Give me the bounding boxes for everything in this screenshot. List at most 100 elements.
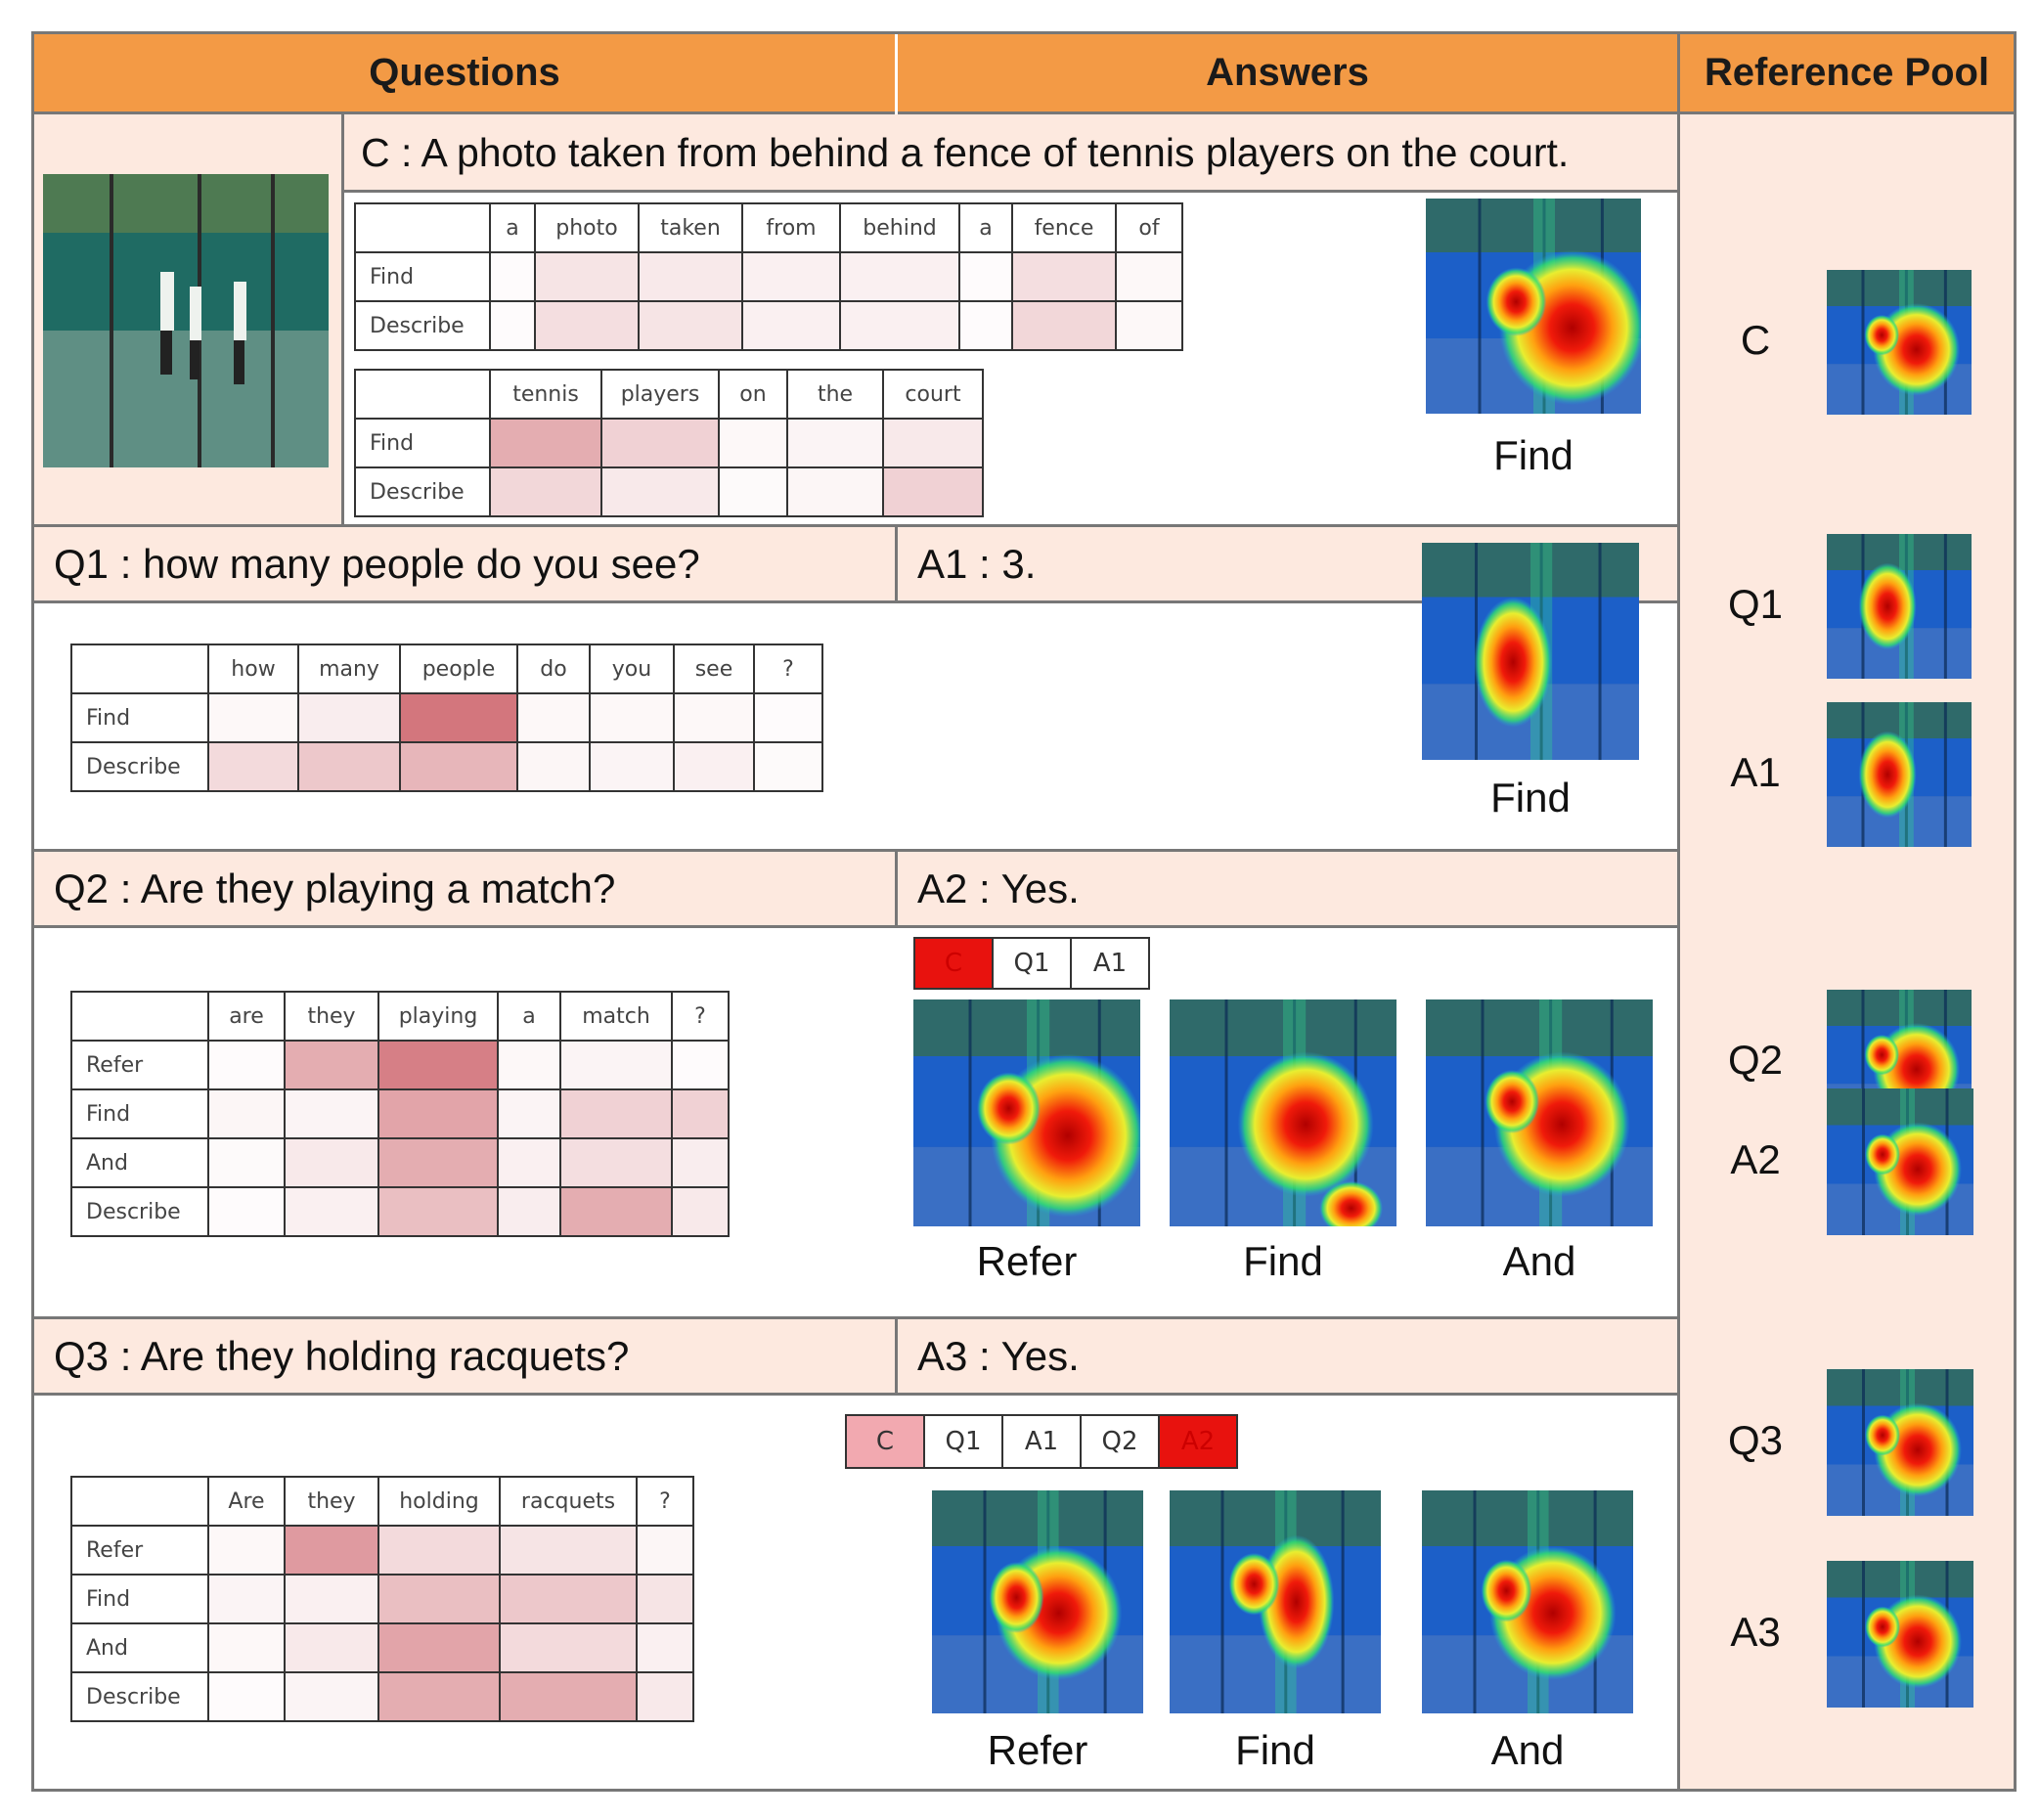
- attention-cell: [753, 692, 823, 743]
- attention-cell: [499, 1525, 638, 1576]
- table-column-header: ?: [753, 644, 823, 694]
- reference-chip: C: [847, 1416, 925, 1467]
- attention-cell: [718, 418, 788, 468]
- attention-cell: [1011, 300, 1117, 351]
- module-heatmap: [932, 1490, 1143, 1713]
- attention-cell: [489, 300, 536, 351]
- attention-cell: [284, 1622, 379, 1673]
- attention-cell: [207, 1671, 286, 1722]
- table-row: Find: [70, 1574, 694, 1624]
- table-column-header: a: [497, 991, 561, 1042]
- attention-cell: [589, 741, 675, 792]
- module-row-label: Find: [70, 692, 209, 743]
- pool-heatmap: [1827, 1088, 1973, 1235]
- module-heatmap: [1170, 1490, 1381, 1713]
- table-row: Refer: [70, 1040, 730, 1090]
- attention-cell: [741, 251, 841, 302]
- attention-cell: [284, 1088, 379, 1139]
- table-corner: [70, 991, 209, 1042]
- module-row-label: Describe: [70, 1671, 209, 1722]
- table-row: Describe: [70, 1671, 694, 1722]
- table-column-header: how: [207, 644, 299, 694]
- table-column-header: tennis: [489, 369, 602, 420]
- table-column-header: many: [297, 644, 401, 694]
- attention-cell: [489, 251, 536, 302]
- reference-chip: Q1: [994, 939, 1072, 988]
- caption-module-label: Find: [1493, 432, 1574, 478]
- attention-cell: [671, 1088, 730, 1139]
- reference-chip: A1: [1003, 1416, 1082, 1467]
- pool-heatmap: [1827, 1561, 1973, 1708]
- header-questions: Questions: [34, 34, 895, 114]
- attention-cell: [636, 1622, 694, 1673]
- attention-cell: [636, 1671, 694, 1722]
- pool-heatmap: [1827, 702, 1972, 847]
- attention-cell: [377, 1622, 501, 1673]
- attention-cell: [839, 251, 960, 302]
- attention-cell: [636, 1525, 694, 1576]
- attention-cell: [882, 418, 984, 468]
- attention-cell: [284, 1574, 379, 1624]
- module-label: Refer: [976, 1238, 1078, 1284]
- module-heatmap: [1422, 1490, 1633, 1713]
- table-column-header: ?: [636, 1476, 694, 1527]
- attention-cell: [377, 1525, 501, 1576]
- reference-chip: Q1: [925, 1416, 1003, 1467]
- attention-cell: [958, 300, 1013, 351]
- q1-heatmap: [1422, 543, 1639, 760]
- attention-cell: [1115, 300, 1183, 351]
- q2-question: Q2 : Are they playing a match?: [34, 852, 895, 925]
- attention-cell: [753, 741, 823, 792]
- attention-cell: [399, 692, 518, 743]
- module-heatmap: [913, 999, 1140, 1226]
- q2-reference-selector: C Q1 A1: [913, 937, 1150, 990]
- attention-cell: [207, 1088, 286, 1139]
- attention-cell: [882, 466, 984, 517]
- table-column-header: holding: [377, 1476, 501, 1527]
- table-row: And: [70, 1622, 694, 1673]
- pool-label: Q3: [1727, 1417, 1784, 1463]
- attention-cell: [284, 1137, 379, 1188]
- table-column-header: from: [741, 202, 841, 253]
- attention-cell: [600, 418, 720, 468]
- attention-cell: [377, 1040, 499, 1090]
- attention-cell: [600, 466, 720, 517]
- attention-cell: [958, 251, 1013, 302]
- attention-cell: [559, 1088, 673, 1139]
- module-row-label: And: [70, 1137, 209, 1188]
- module-row-label: Find: [354, 251, 491, 302]
- attention-cell: [589, 692, 675, 743]
- module-row-label: Describe: [354, 466, 491, 517]
- attention-cell: [489, 466, 602, 517]
- attention-cell: [516, 692, 591, 743]
- table-column-header: fence: [1011, 202, 1117, 253]
- divider: [34, 849, 1677, 852]
- table-row: Find: [70, 1088, 730, 1139]
- caption-attention-table-1: a photo taken from behind a fence of Find Describ…: [354, 202, 1183, 351]
- table-column-header: photo: [534, 202, 640, 253]
- attention-cell: [786, 466, 884, 517]
- attention-cell: [399, 741, 518, 792]
- table-column-header: playing: [377, 991, 499, 1042]
- header-answers: Answers: [898, 34, 1677, 114]
- table-row: And: [70, 1137, 730, 1188]
- module-row-label: Find: [70, 1574, 209, 1624]
- attention-cell: [207, 1622, 286, 1673]
- attention-cell: [284, 1525, 379, 1576]
- attention-cell: [559, 1040, 673, 1090]
- module-row-label: Refer: [70, 1040, 209, 1090]
- pool-label: Q1: [1727, 581, 1784, 627]
- table-column-header: are: [207, 991, 286, 1042]
- attention-cell: [207, 1137, 286, 1188]
- table-column-header: ?: [671, 991, 730, 1042]
- table-corner: [354, 202, 491, 253]
- pool-label: A2: [1730, 1136, 1781, 1182]
- attention-cell: [671, 1186, 730, 1237]
- attention-cell: [786, 418, 884, 468]
- module-label: And: [1490, 1727, 1565, 1773]
- module-row-label: Describe: [354, 300, 491, 351]
- attention-cell: [489, 418, 602, 468]
- table-corner: [70, 644, 209, 694]
- divider: [895, 527, 898, 600]
- divider: [34, 524, 1677, 527]
